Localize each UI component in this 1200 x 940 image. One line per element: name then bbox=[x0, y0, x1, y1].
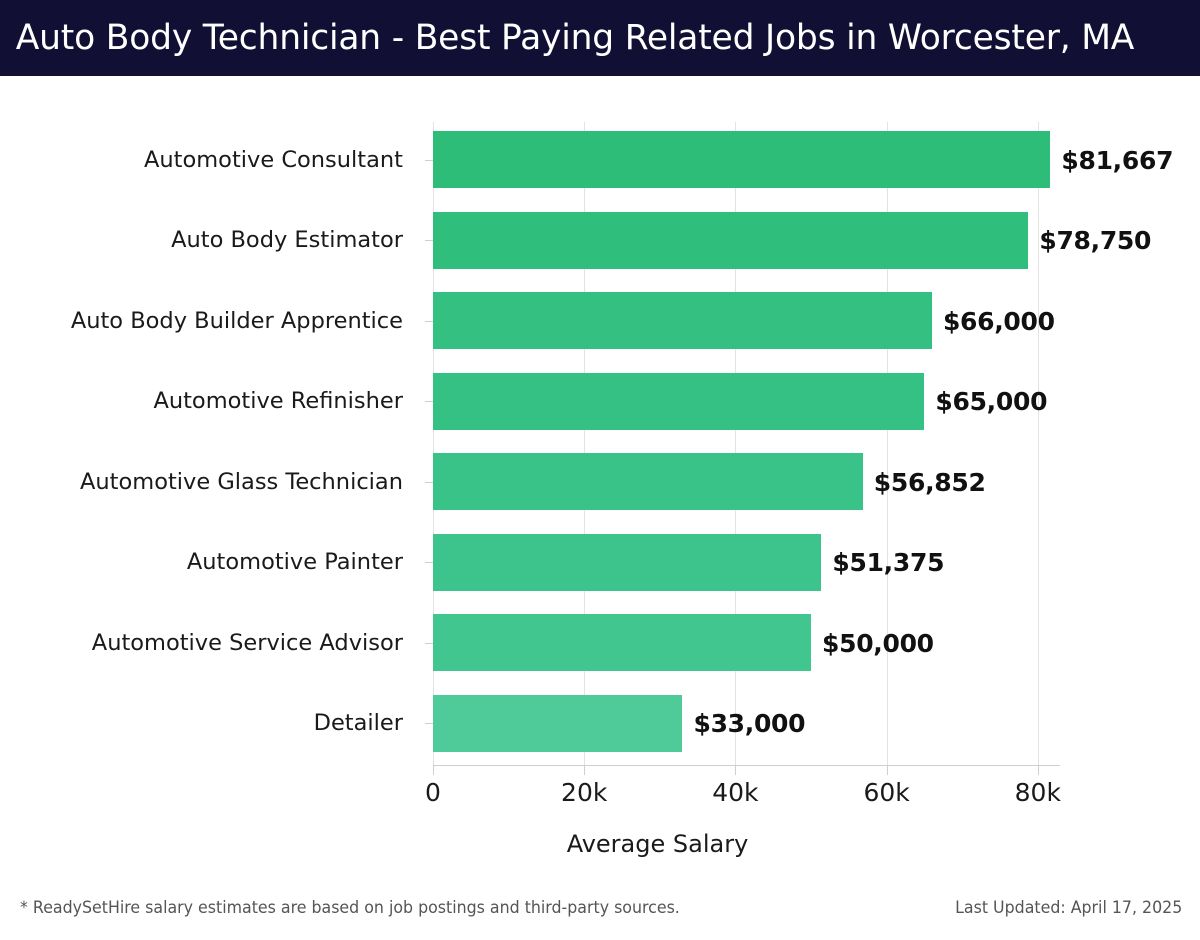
gridline bbox=[886, 122, 888, 765]
bar-value-label: $66,000 bbox=[942, 306, 1055, 336]
bar-value-label: $33,000 bbox=[693, 709, 806, 738]
bar-value-label: $81,667 bbox=[1061, 145, 1174, 175]
x-tick-mark bbox=[735, 766, 737, 775]
x-tick-label: 80k bbox=[1014, 778, 1061, 807]
bar[interactable] bbox=[433, 211, 1029, 269]
category-label: Detailer bbox=[313, 710, 403, 736]
x-tick-mark bbox=[886, 766, 888, 775]
x-tick-label: 40k bbox=[712, 778, 759, 807]
y-tick-mark bbox=[425, 642, 433, 644]
x-tick-label: 0 bbox=[425, 778, 441, 807]
category-label: Automotive Service Advisor bbox=[91, 629, 403, 656]
chart-title-bar: Auto Body Technician - Best Paying Relat… bbox=[0, 0, 1200, 76]
bar-value-label: $65,000 bbox=[935, 387, 1048, 416]
category-label: Auto Body Builder Apprentice bbox=[70, 307, 403, 334]
bar[interactable] bbox=[433, 292, 932, 349]
bar[interactable] bbox=[433, 372, 925, 430]
bar[interactable] bbox=[433, 694, 683, 752]
bar-value-label: $50,000 bbox=[822, 628, 934, 658]
page-title: Auto Body Technician - Best Paying Relat… bbox=[15, 18, 1135, 58]
footer-disclaimer: * ReadySetHire salary estimates are base… bbox=[20, 898, 680, 918]
gridline bbox=[584, 122, 586, 765]
y-tick-mark bbox=[425, 401, 433, 402]
x-tick-label: 20k bbox=[561, 778, 608, 807]
category-label: Auto Body Estimator bbox=[171, 227, 403, 253]
x-tick-mark bbox=[1037, 766, 1039, 775]
bar[interactable] bbox=[433, 453, 863, 510]
footer-last-updated: Last Updated: April 17, 2025 bbox=[954, 898, 1182, 918]
bar-value-label: $78,750 bbox=[1039, 226, 1152, 255]
plot-area bbox=[433, 122, 1060, 765]
bar[interactable] bbox=[433, 131, 1051, 188]
x-axis-title: Average Salary bbox=[0, 832, 1200, 856]
category-label: Automotive Refinisher bbox=[153, 388, 403, 414]
bar[interactable] bbox=[433, 533, 822, 591]
y-axis-line bbox=[433, 122, 434, 765]
y-tick-mark bbox=[425, 562, 433, 563]
x-tick-mark bbox=[584, 766, 586, 775]
category-label: Automotive Painter bbox=[186, 549, 403, 575]
x-axis-title-text: Average Salary bbox=[566, 830, 749, 858]
y-tick-mark bbox=[425, 723, 433, 724]
gridline bbox=[1037, 122, 1039, 765]
bar-value-label: $56,852 bbox=[873, 467, 986, 497]
x-tick-mark bbox=[433, 766, 434, 775]
category-label: Automotive Glass Technician bbox=[80, 468, 403, 495]
y-tick-mark bbox=[425, 481, 433, 483]
x-axis-line bbox=[433, 765, 1060, 766]
category-label: Automotive Consultant bbox=[144, 146, 403, 173]
x-tick-label: 60k bbox=[863, 778, 910, 807]
bar[interactable] bbox=[433, 614, 811, 671]
y-tick-mark bbox=[425, 320, 433, 322]
bar-value-label: $51,375 bbox=[832, 548, 945, 577]
y-tick-mark bbox=[425, 240, 433, 241]
gridline bbox=[735, 122, 737, 765]
y-tick-mark bbox=[425, 159, 433, 161]
